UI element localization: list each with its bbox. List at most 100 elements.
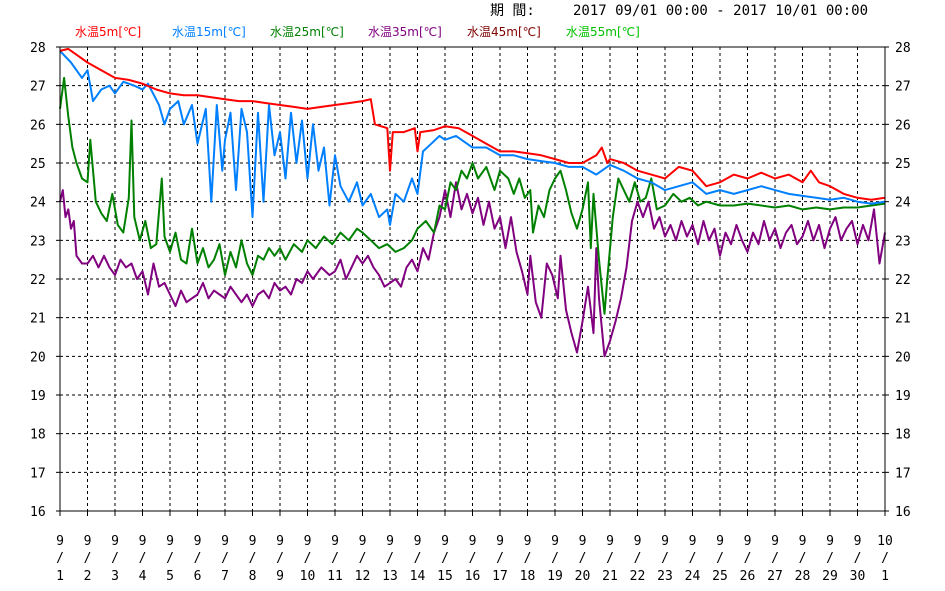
x-tick-label: 9 / 3	[111, 534, 119, 584]
x-tick-label: 9 / 9	[276, 534, 284, 584]
x-tick-month: 9	[111, 534, 119, 549]
x-tick-label: 9 / 5	[166, 534, 174, 584]
x-tick-month: 9	[854, 534, 862, 549]
x-tick-month: 9	[166, 534, 174, 549]
x-tick-month: 9	[139, 534, 147, 549]
x-tick-separator: /	[551, 551, 559, 566]
y-tick-label: 18	[30, 428, 46, 443]
y-axis-left: 16 17 18 19 20 21 22 23 24 25 26 27 28	[30, 41, 60, 520]
x-tick-day: 6	[194, 569, 202, 584]
legend-entry: 水温45m[℃]	[467, 25, 541, 39]
x-tick-separator: /	[606, 551, 614, 566]
x-tick-day: 9	[276, 569, 284, 584]
y-tick-label: 25	[30, 157, 46, 172]
x-tick-month: 9	[661, 534, 669, 549]
x-tick-label: 9 / 10	[300, 534, 316, 584]
x-tick-label: 9 / 27	[767, 534, 783, 584]
x-tick-label: 9 / 25	[712, 534, 728, 584]
x-tick-label: 9 / 13	[382, 534, 398, 584]
legend-entry: 水温25m[℃]	[270, 25, 344, 39]
x-tick-day: 3	[111, 569, 119, 584]
x-tick-day: 22	[630, 569, 646, 584]
x-tick-separator: /	[414, 551, 422, 566]
x-tick-label: 9 / 2	[84, 534, 92, 584]
x-tick-day: 11	[327, 569, 343, 584]
x-tick-day: 21	[602, 569, 618, 584]
x-tick-month: 9	[826, 534, 834, 549]
x-tick-month: 9	[386, 534, 394, 549]
x-tick-day: 29	[822, 569, 838, 584]
x-tick-month: 9	[359, 534, 367, 549]
series-line-水温25m[℃]	[59, 76, 886, 315]
x-tick-separator: /	[194, 551, 202, 566]
y-tick-label: 22	[895, 273, 911, 288]
x-tick-label: 9 / 1	[56, 534, 64, 584]
x-tick-label: 9 / 17	[492, 534, 508, 584]
x-tick-month: 9	[744, 534, 752, 549]
x-tick-month: 9	[469, 534, 477, 549]
x-tick-label: 9 / 21	[602, 534, 618, 584]
y-tick-label: 17	[895, 466, 911, 481]
y-tick-label: 16	[30, 505, 46, 520]
y-tick-label: 23	[895, 234, 911, 249]
x-tick-day: 24	[685, 569, 701, 584]
x-tick-separator: /	[249, 551, 257, 566]
y-tick-label: 27	[895, 80, 911, 95]
y-tick-label: 23	[30, 234, 46, 249]
x-tick-separator: /	[276, 551, 284, 566]
x-tick-month: 9	[716, 534, 724, 549]
x-tick-day: 8	[249, 569, 257, 584]
y-tick-label: 21	[30, 312, 46, 327]
x-tick-label: 9 / 11	[327, 534, 343, 584]
grid	[60, 47, 885, 511]
x-tick-label: 9 / 28	[795, 534, 811, 584]
x-tick-separator: /	[689, 551, 697, 566]
x-tick-separator: /	[634, 551, 642, 566]
legend-entry: 水温15m[℃]	[172, 25, 246, 39]
x-tick-month: 9	[221, 534, 229, 549]
x-tick-separator: /	[111, 551, 119, 566]
x-tick-label: 9 / 18	[520, 534, 536, 584]
x-tick-month: 9	[579, 534, 587, 549]
series-line-水温5m[℃]	[59, 47, 886, 201]
y-tick-label: 21	[895, 312, 911, 327]
x-tick-day: 2	[84, 569, 92, 584]
y-tick-label: 24	[895, 196, 911, 211]
x-tick-day: 18	[520, 569, 536, 584]
x-tick-month: 9	[304, 534, 312, 549]
x-tick-month: 9	[551, 534, 559, 549]
x-tick-day: 10	[300, 569, 316, 584]
x-tick-label: 9 / 19	[547, 534, 563, 584]
x-tick-day: 4	[139, 569, 147, 584]
x-tick-day: 1	[56, 569, 64, 584]
x-tick-day: 19	[547, 569, 563, 584]
x-tick-day: 5	[166, 569, 174, 584]
x-tick-day: 16	[465, 569, 481, 584]
legend: 水温5m[℃] 水温15m[℃] 水温25m[℃] 水温35m[℃] 水温45m[℃] 水…	[75, 25, 640, 39]
x-tick-month: 9	[799, 534, 807, 549]
period-label: 期 間:	[490, 3, 535, 19]
x-tick-separator: /	[166, 551, 174, 566]
x-tick-month: 9	[194, 534, 202, 549]
y-tick-label: 17	[30, 466, 46, 481]
series-layer	[59, 47, 886, 358]
y-tick-label: 27	[30, 80, 46, 95]
x-tick-separator: /	[84, 551, 92, 566]
x-tick-separator: /	[799, 551, 807, 566]
x-tick-day: 1	[881, 569, 889, 584]
x-tick-separator: /	[56, 551, 64, 566]
x-tick-month: 9	[441, 534, 449, 549]
y-tick-label: 28	[30, 41, 46, 56]
x-tick-separator: /	[331, 551, 339, 566]
x-tick-day: 25	[712, 569, 728, 584]
x-tick-day: 15	[437, 569, 453, 584]
y-tick-label: 19	[895, 389, 911, 404]
x-tick-label: 9 / 15	[437, 534, 453, 584]
legend-entry: 水温5m[℃]	[75, 25, 141, 39]
y-tick-label: 19	[30, 389, 46, 404]
x-tick-month: 9	[276, 534, 284, 549]
series-line-水温15m[℃]	[59, 50, 886, 226]
x-tick-label: 10 / 1	[877, 534, 893, 584]
x-tick-label: 9 / 26	[740, 534, 756, 584]
x-tick-separator: /	[359, 551, 367, 566]
